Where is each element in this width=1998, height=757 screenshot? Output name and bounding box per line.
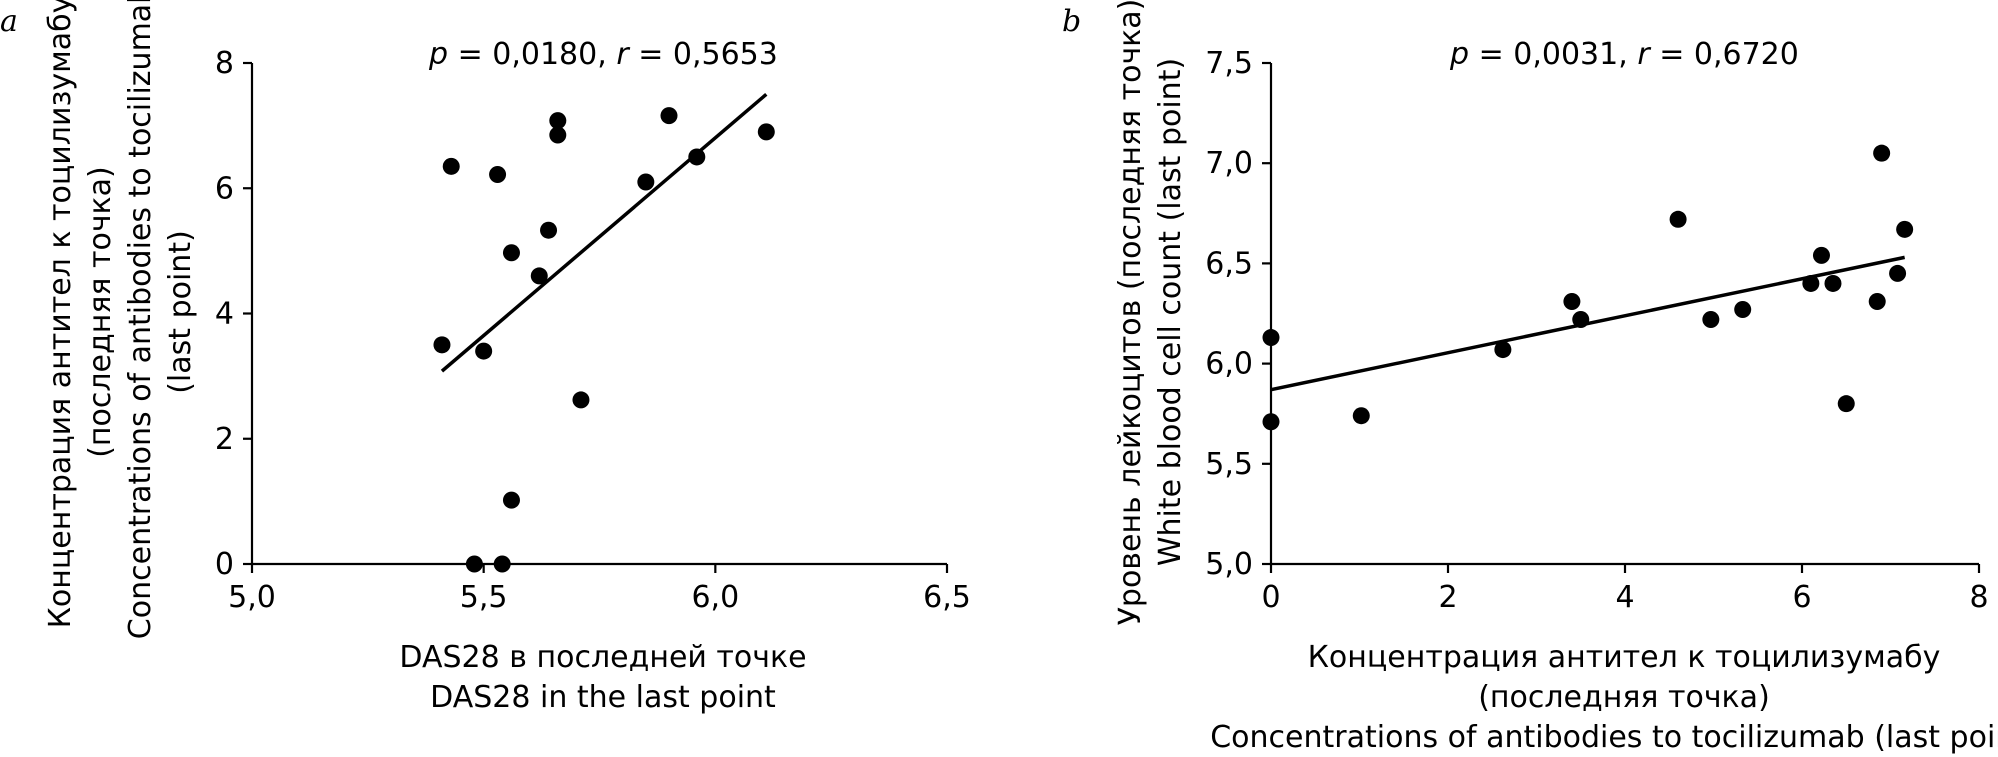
panel-a-data-point xyxy=(493,555,511,573)
panel-a-data-point xyxy=(660,107,678,125)
panel-a-data-point xyxy=(688,148,706,166)
panel-a-data-point xyxy=(475,342,493,360)
panel-b-x-axis-label-line-2: (последняя точка) xyxy=(1478,680,1770,715)
panel-a-y-axis-label-line-4: (last point) xyxy=(163,230,198,394)
panel-a-data-point xyxy=(572,391,590,409)
panel-a-data-point xyxy=(549,112,567,130)
panel-b-data-point xyxy=(1824,274,1842,292)
panel-a-x-ticks: 5,0 5,5 6,0 6,5 xyxy=(228,564,971,615)
panel-b-y-ticks: 5,0 5,5 6,0 6,5 7,0 7,5 xyxy=(1205,46,1271,582)
panel-a-x-axis-label-en: DAS28 in the last point xyxy=(430,680,776,715)
panel-a-data-point xyxy=(442,157,460,175)
panel-b-y-axis-label: Уровень лейкоцитов (последняя точка) Whi… xyxy=(1113,0,1188,625)
panel-b-data-point xyxy=(1262,329,1280,347)
panel-b-trend-line xyxy=(1270,255,1906,392)
panel-b-x-axis-label-line-1: Концентрация антител к тоцилизумабу xyxy=(1308,640,1941,675)
panel-b-y-tick-label: 7,0 xyxy=(1205,146,1253,181)
panel-b-x-tick-label: 4 xyxy=(1615,580,1634,615)
panel-b-y-tick-label: 6,0 xyxy=(1205,347,1253,382)
panel-a-y-axis-label: Концентрация антител к тоцилизумабу (пос… xyxy=(43,0,198,639)
panel-b-y-tick-label: 5,0 xyxy=(1205,547,1253,582)
panel-b-x-tick-label: 8 xyxy=(1969,580,1988,615)
panel-b-data-point xyxy=(1494,341,1512,359)
panel-a-x-tick-label: 6,5 xyxy=(923,580,971,615)
panel-b-data-point xyxy=(1868,292,1886,310)
panel-a-y-tick-label: 4 xyxy=(215,297,234,332)
panel-b-x-ticks: 0 2 4 6 8 xyxy=(1261,564,1989,615)
panel-a-y-tick-label: 0 xyxy=(215,547,234,582)
panel-a-data-point xyxy=(465,555,483,573)
panel-b-y-tick-label: 6,5 xyxy=(1205,246,1253,281)
panel-a-x-tick-label: 6,0 xyxy=(691,580,739,615)
panel-a-data-point xyxy=(502,244,520,262)
panel-b-data-point xyxy=(1563,292,1581,310)
panel-b-statistics: p = 0,0031, r = 0,6720 xyxy=(1449,37,1799,72)
panel-b-data-point xyxy=(1812,246,1830,264)
panel-a-scatter-chart: a p = 0,0180, r = 0,5653 5,0 5,5 6,0 6,5 0 2… xyxy=(0,0,971,715)
panel-b-x-axis-label-line-3: Concentrations of antibodies to tocilizu… xyxy=(1210,720,1998,755)
panel-a-x-axis-label-ru: DAS28 в последней точке xyxy=(399,640,806,675)
panel-a-y-ticks: 0 2 4 6 8 xyxy=(215,46,252,582)
panel-a-data-point xyxy=(757,123,775,141)
panel-b-y-tick-label: 7,5 xyxy=(1205,46,1253,81)
panel-a-data-point xyxy=(549,126,567,144)
panel-b-x-tick-label: 0 xyxy=(1261,580,1280,615)
panel-a-x-tick-label: 5,5 xyxy=(460,580,508,615)
panel-b-r-value: = 0,6720 xyxy=(1650,37,1799,72)
panel-a-x-tick-label: 5,0 xyxy=(228,580,276,615)
panel-b-data-point xyxy=(1262,413,1280,431)
panel-b-y-tick-label: 5,5 xyxy=(1205,447,1253,482)
panel-b-y-axis-label-line-1: Уровень лейкоцитов (последняя точка) xyxy=(1113,0,1148,625)
panel-b-data-point xyxy=(1669,210,1687,228)
panel-a-y-axis-label-line-1: Концентрация антител к тоцилизумабу xyxy=(43,0,78,628)
panel-b-scatter-chart: b p = 0,0031, r = 0,6720 0 2 4 6 8 5,0 5,5 6,0… xyxy=(1062,0,1998,755)
panel-b-letter: b xyxy=(1062,4,1081,39)
panel-b-x-tick-label: 2 xyxy=(1438,580,1457,615)
panel-a-y-axis-label-line-2: (последняя точка) xyxy=(83,166,118,458)
panel-b-data-point xyxy=(1734,300,1752,318)
panel-b-data-point xyxy=(1702,311,1720,329)
panel-a-data-point xyxy=(540,221,558,239)
panel-a-data-point xyxy=(489,165,507,183)
panel-b-p-value: = 0,0031, xyxy=(1469,37,1637,72)
panel-b-p-symbol: p xyxy=(1449,37,1469,72)
panel-a-statistics: p = 0,0180, r = 0,5653 xyxy=(428,37,778,72)
panel-a-p-symbol: p xyxy=(428,37,448,72)
panel-a-letter: a xyxy=(0,4,18,39)
panel-b-x-tick-label: 6 xyxy=(1792,580,1811,615)
panel-b-data-point xyxy=(1873,144,1891,162)
panel-b-data-points xyxy=(1262,144,1914,431)
panel-b-r-symbol: r xyxy=(1637,37,1651,72)
panel-b-data-point xyxy=(1896,220,1914,238)
panel-a-data-points xyxy=(433,107,775,573)
panel-a-y-axis-label-line-3: Concentrations of antibodies to tocilizu… xyxy=(123,0,158,639)
panel-b-data-point xyxy=(1889,264,1907,282)
panel-a-data-point xyxy=(530,267,548,285)
panel-a-p-value: = 0,0180, xyxy=(448,37,616,72)
panel-a-data-point xyxy=(637,173,655,191)
panel-a-r-value: = 0,5653 xyxy=(629,37,778,72)
panel-a-y-tick-label: 6 xyxy=(215,171,234,206)
panel-a-r-symbol: r xyxy=(616,37,630,72)
panel-a-data-point xyxy=(433,336,451,354)
panel-a-y-tick-label: 2 xyxy=(215,422,234,457)
panel-a-trend-line xyxy=(440,92,768,373)
panel-a-y-tick-label: 8 xyxy=(215,46,234,81)
panel-b-y-axis-label-line-2: White blood cell count (last point) xyxy=(1153,58,1188,566)
panel-b-data-point xyxy=(1837,395,1855,413)
panel-a-data-point xyxy=(502,491,520,509)
panel-b-data-point xyxy=(1352,407,1370,425)
